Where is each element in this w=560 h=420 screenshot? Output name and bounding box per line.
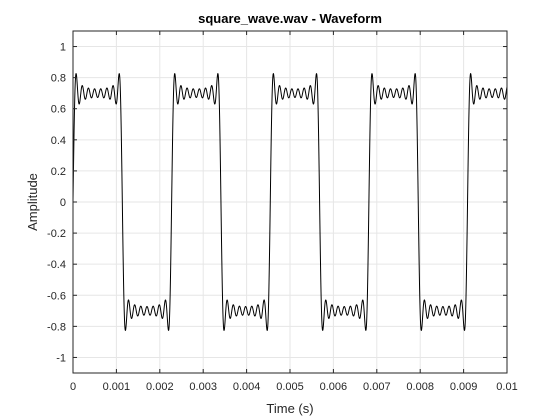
- y-tick-label: -0.8: [47, 321, 66, 333]
- x-tick-label: 0: [70, 381, 76, 393]
- y-tick-label: 0: [60, 197, 66, 209]
- y-tick-label: 1: [60, 42, 66, 54]
- y-tick-label: 0.4: [51, 135, 66, 147]
- x-tick-label: 0.002: [146, 381, 174, 393]
- x-tick-label: 0.01: [496, 381, 517, 393]
- tick-labels: 0 0.001 0.002 0.003 0.004 0.005 0.006 0.007 0.00…: [47, 42, 518, 393]
- x-tick-label: 0.001: [103, 381, 131, 393]
- y-tick-label: -1: [56, 352, 66, 364]
- x-tick-label: 0.004: [233, 381, 261, 393]
- y-tick-label: 0.2: [51, 166, 66, 178]
- x-tick-label: 0.009: [450, 381, 478, 393]
- y-tick-label: -0.6: [47, 290, 66, 302]
- y-axis-label: Amplitude: [25, 173, 40, 231]
- y-tick-label: -0.2: [47, 228, 66, 240]
- chart-title: square_wave.wav - Waveform: [198, 11, 382, 26]
- y-tick-label: -0.4: [47, 259, 66, 271]
- x-tick-label: 0.008: [406, 381, 434, 393]
- waveform-series-line: [72, 73, 508, 331]
- tick-marks: [72, 31, 508, 373]
- y-tick-label: 0.8: [51, 73, 66, 85]
- series-group: [72, 73, 508, 331]
- y-tick-label: 0.6: [51, 104, 66, 116]
- x-tick-label: 0.003: [189, 381, 217, 393]
- x-tick-label: 0.005: [276, 381, 304, 393]
- x-tick-label: 0.007: [363, 381, 391, 393]
- x-tick-label: 0.006: [320, 381, 348, 393]
- x-axis-label: Time (s): [266, 401, 313, 416]
